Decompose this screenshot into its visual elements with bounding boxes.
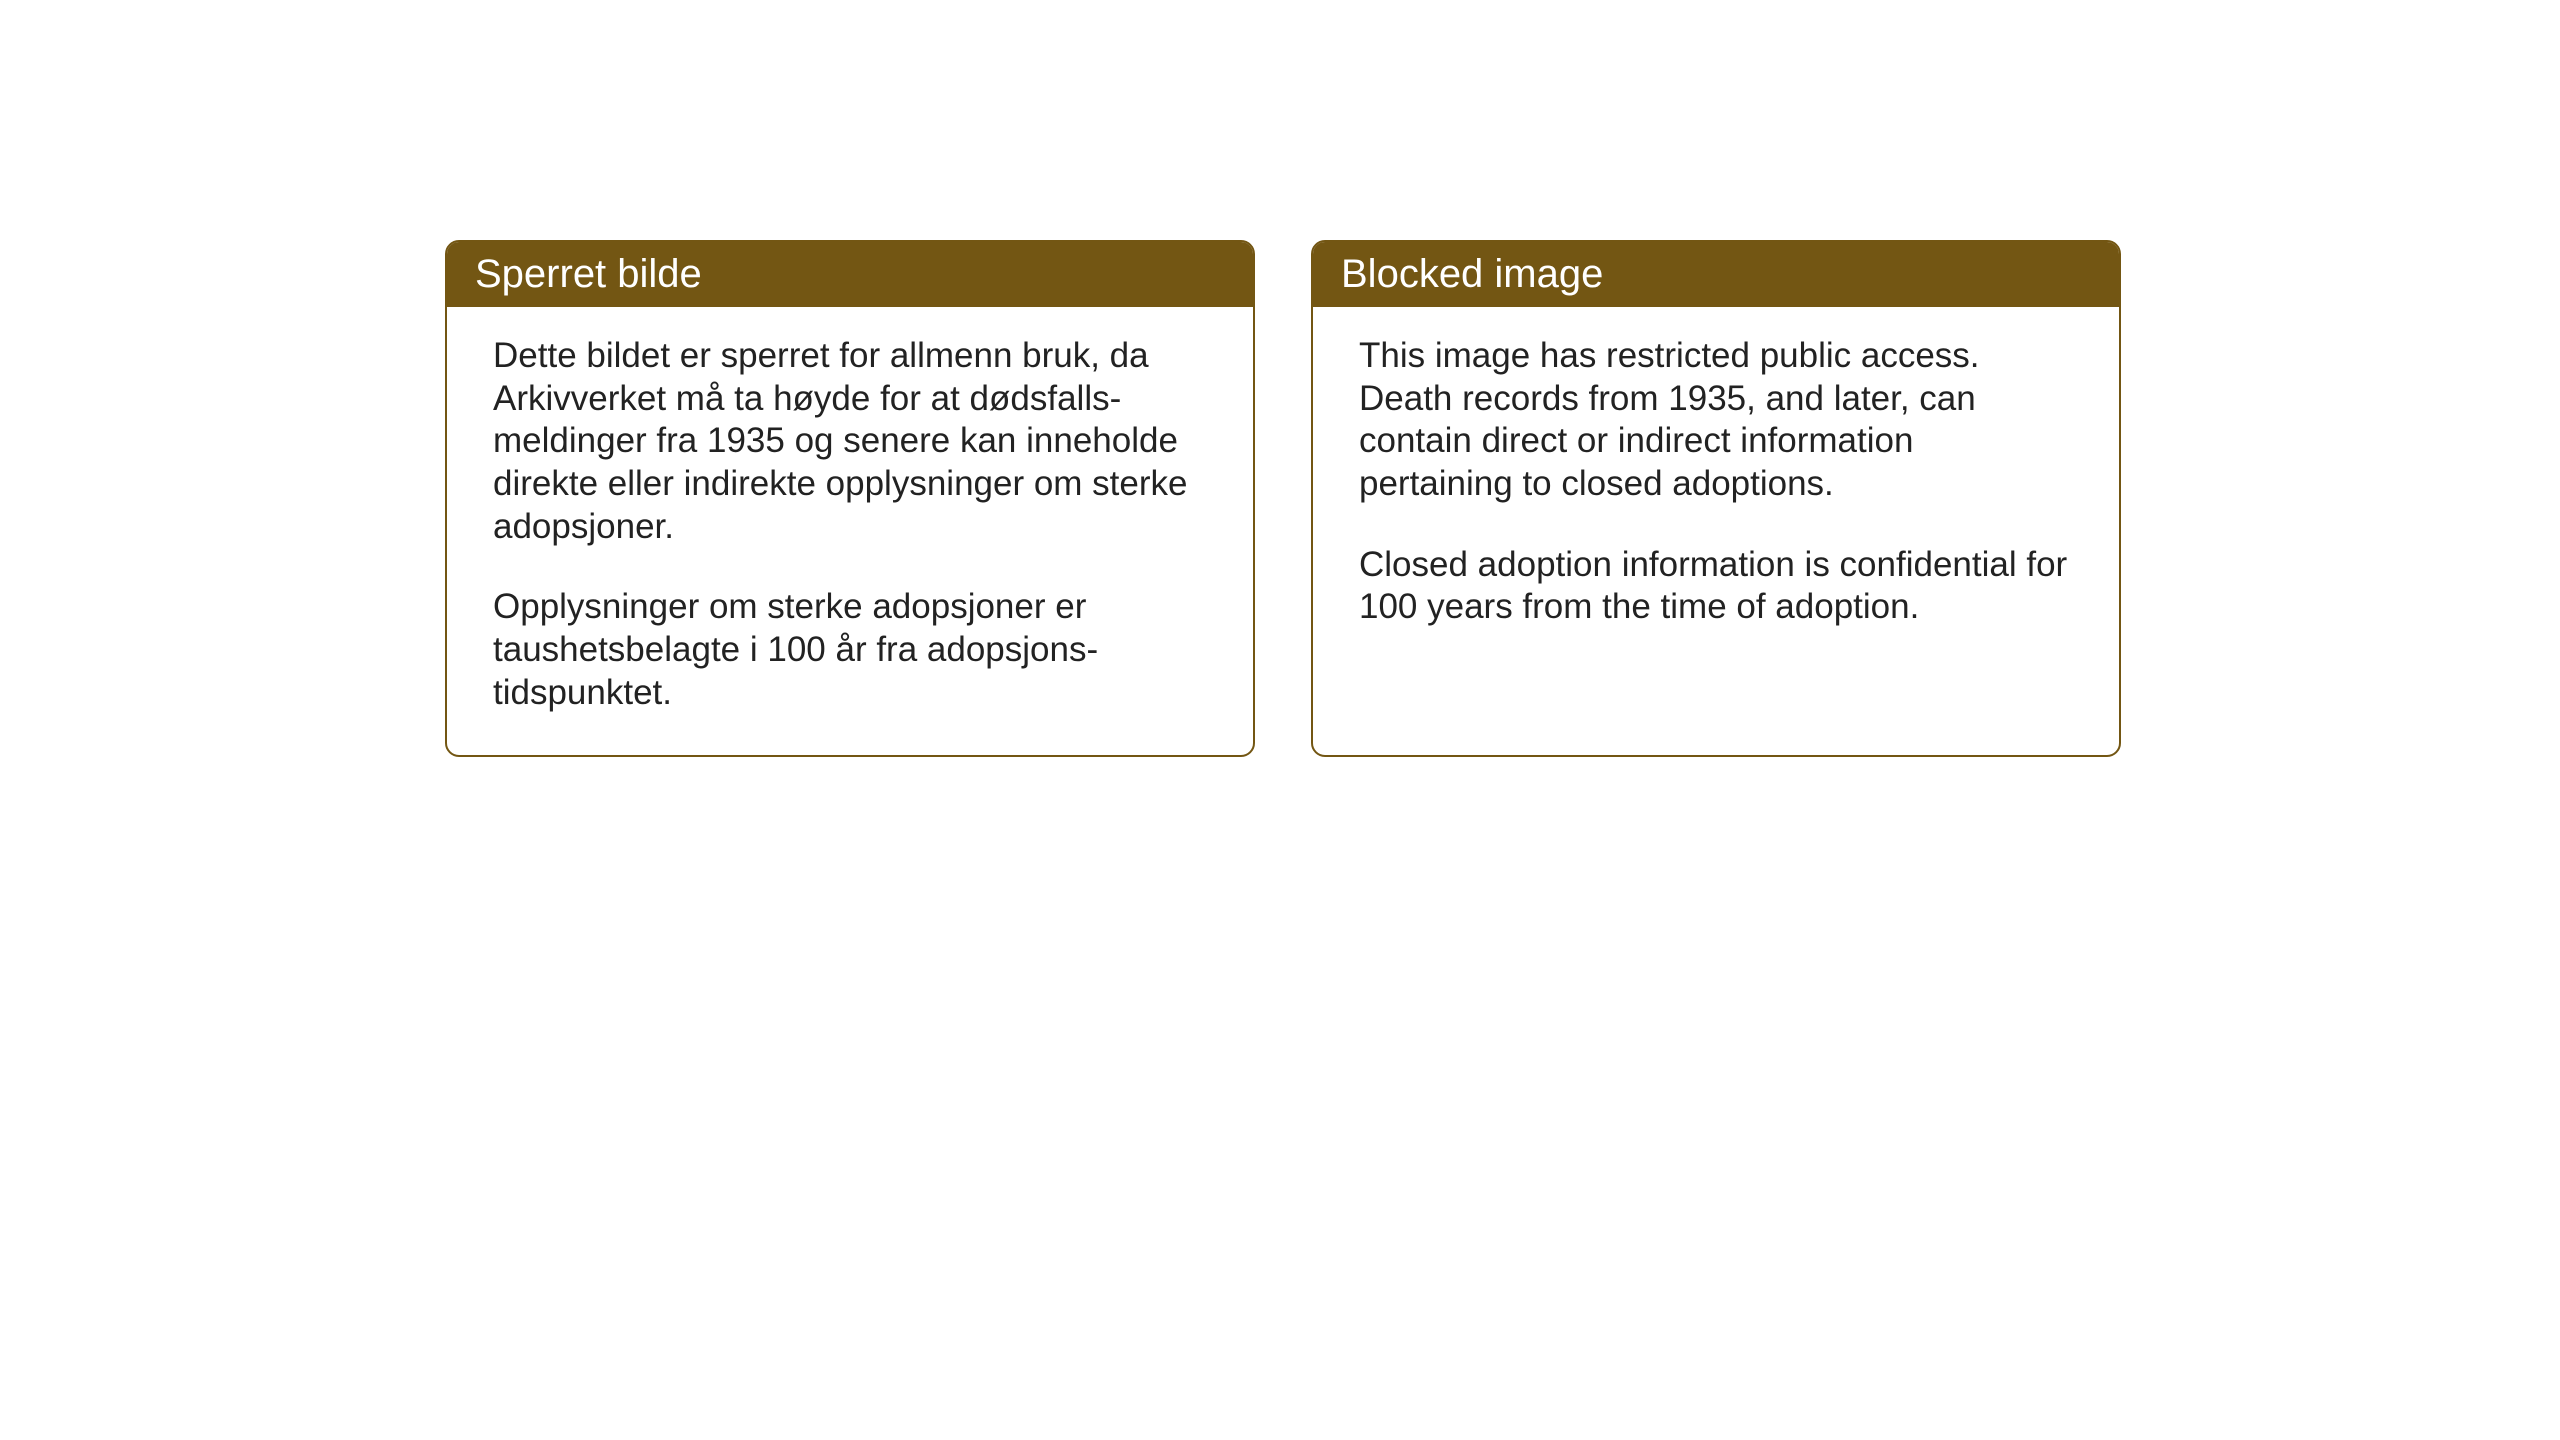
- card-paragraph-english-1: This image has restricted public access.…: [1359, 335, 2073, 506]
- card-header-norwegian: Sperret bilde: [447, 242, 1253, 307]
- card-paragraph-norwegian-2: Opplysninger om sterke adopsjoner er tau…: [493, 586, 1207, 714]
- card-paragraph-english-2: Closed adoption information is confident…: [1359, 544, 2073, 629]
- notice-card-english: Blocked image This image has restricted …: [1311, 240, 2121, 757]
- card-body-english: This image has restricted public access.…: [1313, 307, 2119, 669]
- notice-container: Sperret bilde Dette bildet er sperret fo…: [445, 240, 2121, 757]
- card-title-norwegian: Sperret bilde: [475, 252, 702, 296]
- card-body-norwegian: Dette bildet er sperret for allmenn bruk…: [447, 307, 1253, 755]
- card-header-english: Blocked image: [1313, 242, 2119, 307]
- notice-card-norwegian: Sperret bilde Dette bildet er sperret fo…: [445, 240, 1255, 757]
- card-paragraph-norwegian-1: Dette bildet er sperret for allmenn bruk…: [493, 335, 1207, 548]
- card-title-english: Blocked image: [1341, 252, 1603, 296]
